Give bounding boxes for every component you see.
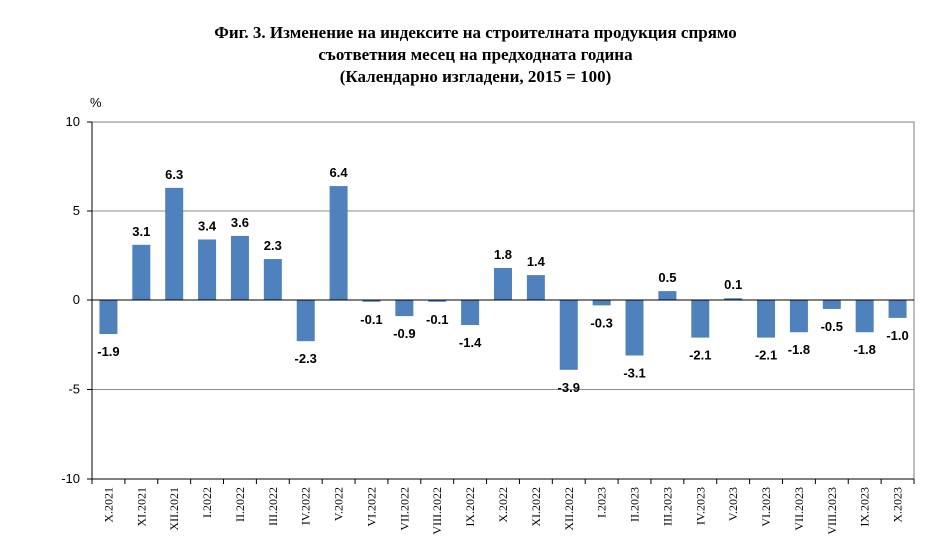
data-label: 1.4 (527, 254, 546, 269)
x-tick-label: VI.2023 (759, 487, 773, 527)
x-tick-label: IX.2022 (463, 487, 477, 527)
bar (691, 300, 710, 338)
x-tick-label: IX.2023 (858, 487, 872, 527)
bar (888, 300, 907, 318)
bar (198, 239, 217, 300)
bar (625, 300, 644, 356)
bar (461, 300, 480, 326)
data-label: 3.4 (198, 218, 217, 233)
bar (494, 267, 512, 300)
x-tick-label: VI.2022 (364, 487, 378, 527)
data-label: 6.4 (330, 165, 349, 180)
data-label: -0.1 (426, 312, 448, 327)
data-label: -0.9 (393, 326, 415, 341)
x-tick-label: X.2022 (496, 487, 510, 523)
data-label: -3.9 (558, 380, 580, 395)
data-label: -1.9 (97, 344, 119, 359)
bar (822, 300, 841, 309)
data-label: 3.6 (231, 215, 249, 230)
data-label: 2.3 (264, 238, 282, 253)
bar (592, 300, 611, 306)
bars (99, 186, 907, 370)
x-tick-label: II.2023 (628, 487, 642, 522)
bar (757, 300, 776, 338)
data-label: -2.3 (295, 351, 317, 366)
x-tick-label: III.2023 (660, 487, 674, 526)
gridlines (92, 210, 914, 390)
bar (362, 300, 381, 302)
axes (87, 121, 915, 484)
x-tick-label: VII.2022 (397, 487, 411, 531)
bar (658, 291, 677, 300)
x-tick-label: X.2023 (891, 487, 905, 523)
data-label: -2.1 (689, 348, 711, 363)
x-tick-label: V.2023 (726, 487, 740, 521)
data-label: -0.5 (821, 319, 843, 334)
bar (329, 186, 348, 300)
bar (559, 300, 578, 370)
x-tick-label: VIII.2023 (825, 487, 839, 535)
x-tick-label: I.2023 (595, 487, 609, 518)
x-tick-label: X.2021 (101, 487, 115, 523)
data-label: -1.8 (853, 342, 875, 357)
bar (724, 298, 743, 300)
x-tick-label: XII.2021 (167, 487, 181, 531)
data-label: -2.1 (755, 348, 777, 363)
x-tick-label: VII.2023 (792, 487, 806, 531)
bar (165, 187, 184, 300)
chart-title-line-1: Фиг. 3. Изменение на индексите на строит… (214, 23, 737, 42)
bar (230, 235, 249, 300)
y-tick-label: -5 (68, 382, 80, 397)
data-label: 0.1 (724, 277, 742, 292)
bar (132, 244, 151, 300)
y-axis-unit-label: % (90, 95, 102, 110)
data-label: -1.4 (459, 335, 482, 350)
y-tick-label: -10 (61, 471, 80, 486)
data-label: 0.5 (658, 270, 676, 285)
x-tick-label: II.2022 (233, 487, 247, 522)
y-tick-label: 5 (73, 203, 80, 218)
y-tick-label: 0 (73, 292, 80, 307)
x-tick-label: V.2022 (332, 487, 346, 521)
bar (526, 275, 545, 300)
chart-title-line-2: съответния месец на предходната година (318, 45, 633, 64)
bar (263, 259, 282, 300)
data-label: 6.3 (165, 167, 183, 182)
bar (395, 300, 414, 317)
chart-title: Фиг. 3. Изменение на индексите на строит… (0, 22, 951, 88)
x-tick-label: VIII.2022 (430, 487, 444, 535)
data-label: -1.8 (788, 342, 810, 357)
bar (99, 300, 118, 335)
x-tick-label: XI.2021 (134, 487, 148, 527)
bar (855, 300, 874, 333)
x-tick-label: IV.2022 (299, 487, 313, 525)
data-label: -1.0 (886, 328, 908, 343)
data-label: -0.1 (360, 312, 382, 327)
chart-title-line-3: (Календарно изгладени, 2015 = 100) (339, 67, 612, 86)
data-label: -3.1 (623, 365, 645, 380)
x-tick-label: III.2022 (266, 487, 280, 526)
data-label: -0.3 (590, 315, 612, 330)
data-label: 3.1 (132, 224, 150, 239)
x-tick-label: XI.2022 (529, 487, 543, 527)
data-label: 1.8 (494, 247, 512, 262)
bar (428, 300, 447, 302)
y-tick-label: 10 (66, 114, 80, 129)
x-tick-label: IV.2023 (693, 487, 707, 525)
bar (296, 300, 315, 342)
labels: 10 5 0 -5 -10 -1.9 X.2021 3.1 XI.2021 6.3 XII.2021… (61, 114, 909, 535)
x-tick-label: I.2022 (200, 487, 214, 518)
x-tick-label: XII.2022 (562, 487, 576, 531)
bar (789, 300, 808, 333)
